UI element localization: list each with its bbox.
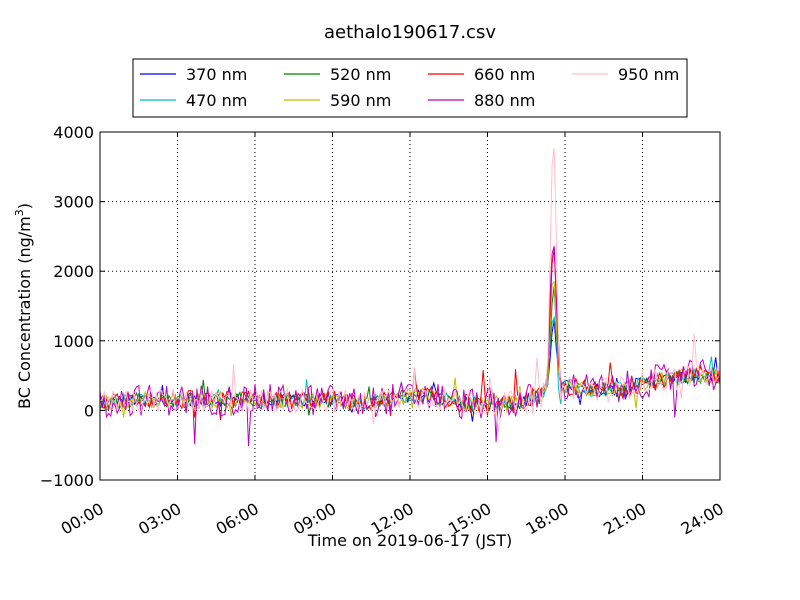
- legend-label: 520 nm: [330, 65, 391, 84]
- series-lines: [99, 147, 721, 447]
- y-tick-label: 3000: [53, 193, 94, 212]
- legend-label: 370 nm: [186, 65, 247, 84]
- legend-label: 950 nm: [618, 65, 679, 84]
- y-tick-label: 2000: [53, 262, 94, 281]
- legend-label: 470 nm: [186, 91, 247, 110]
- y-tick-label: −1000: [40, 471, 94, 490]
- x-tick-label: 18:00: [523, 499, 572, 539]
- x-tick-label: 00:00: [58, 499, 107, 539]
- legend-box: [132, 58, 688, 118]
- chart-title: aethalo190617.csv: [324, 22, 496, 43]
- y-tick-label: 4000: [53, 123, 94, 142]
- legend-label: 660 nm: [474, 65, 535, 84]
- series-line-2: [99, 286, 721, 416]
- series-line-6: [99, 147, 721, 432]
- y-tick-label: 0: [84, 401, 94, 420]
- y-tick-labels: −1000 0 1000 2000 3000 4000: [40, 123, 94, 490]
- legend: 370 nm 470 nm 520 nm 590 nm 660 nm 880 nm 950 …: [132, 58, 688, 118]
- y-axis-label-close: ): [15, 203, 34, 209]
- x-tick-label: 06:00: [213, 499, 262, 539]
- x-tick-label: 03:00: [135, 499, 184, 539]
- x-tick-label: 21:00: [600, 499, 649, 539]
- y-tick-label: 1000: [53, 332, 94, 351]
- legend-label: 880 nm: [474, 91, 535, 110]
- axis-ticks: [99, 131, 721, 481]
- x-axis-label: Time on 2019-06-17 (JST): [307, 531, 512, 550]
- legend-label: 590 nm: [330, 91, 391, 110]
- y-axis-label-main: BC Concentration (ng/m: [15, 216, 34, 409]
- grid-lines: [100, 132, 720, 480]
- y-axis-label-sup: 3: [13, 209, 26, 216]
- y-axis-label: BC Concentration (ng/m3): [13, 203, 34, 409]
- x-tick-label: 24:00: [678, 499, 727, 539]
